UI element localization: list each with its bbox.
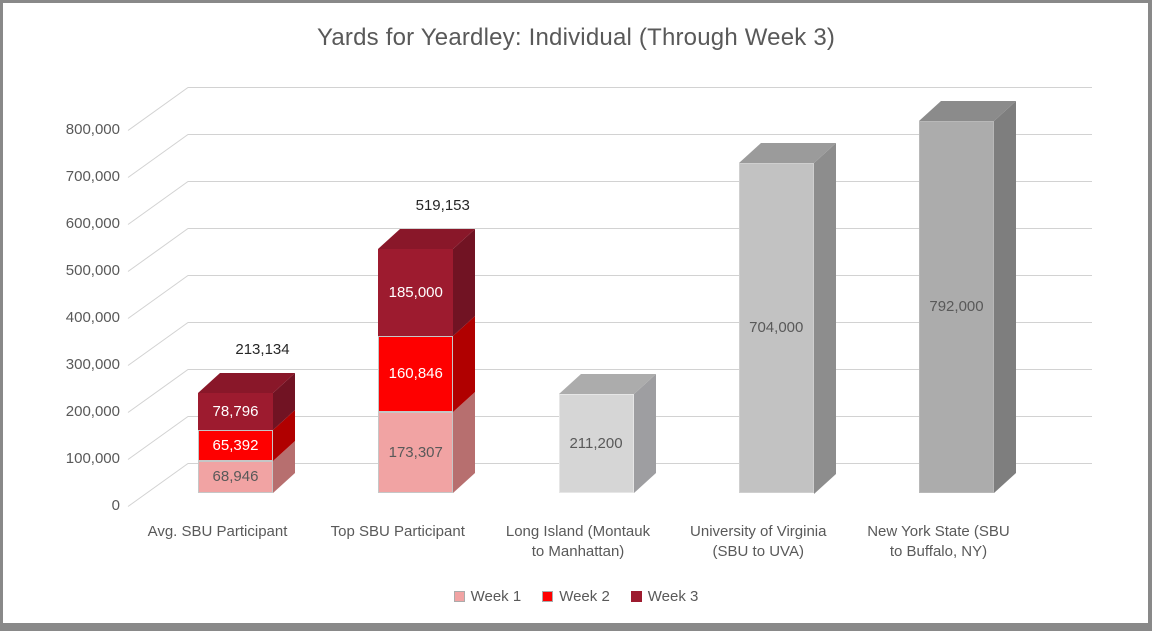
gridline-diagonal	[127, 369, 189, 413]
gridline-diagonal	[127, 134, 189, 178]
y-axis-tick-label: 500,000	[65, 262, 120, 279]
y-axis-tick-label: 200,000	[65, 403, 120, 420]
category-axis-label: Long Island (Montauk to Manhattan)	[468, 522, 688, 562]
chart-title: Yards for Yeardley: Individual (Through …	[316, 24, 836, 51]
category-axis-label-line: to Manhattan)	[531, 543, 625, 560]
y-axis-tick-label: 800,000	[65, 121, 120, 138]
category-axis-label: University of Virginia (SBU to UVA)	[648, 522, 868, 562]
legend-swatch-icon	[453, 590, 465, 602]
segment-value-label: 173,307	[388, 443, 443, 461]
category-axis-label-line: (SBU to UVA)	[712, 543, 804, 560]
segment-value-label: 704,000	[749, 319, 804, 337]
bar-front-face	[558, 394, 634, 494]
gridline-diagonal	[127, 228, 189, 272]
gridline	[188, 369, 1092, 370]
y-axis-tick-label: 600,000	[65, 215, 120, 232]
gridline	[188, 275, 1092, 276]
gridline-diagonal	[127, 322, 189, 366]
gridline-diagonal	[127, 463, 189, 507]
segment-value-label: 78,796	[212, 402, 259, 420]
segment-value-label: 211,200	[569, 434, 623, 452]
gridline	[188, 181, 1092, 182]
gridline	[188, 228, 1092, 229]
category-axis-label-line: New York State (SBU	[867, 523, 1010, 540]
category-axis-label-line: University of Virginia	[690, 523, 827, 540]
legend-item-week-2: Week 2	[542, 588, 610, 605]
segment-value-label: 792,000	[929, 298, 984, 316]
gridline	[188, 134, 1092, 135]
bar-total-label: 213,134	[235, 341, 290, 359]
bar-front-face	[378, 412, 454, 494]
y-axis-tick-label: 100,000	[65, 450, 120, 467]
bar-side-face	[994, 101, 1016, 494]
bar-front-face	[198, 393, 273, 431]
gridline-diagonal	[127, 87, 189, 131]
bar-front-face	[378, 336, 454, 413]
legend: Week 1 Week 2 Week 3	[0, 584, 1152, 608]
category-axis-label-line: Top SBU Participant	[330, 523, 465, 540]
y-axis-tick-label: 700,000	[65, 168, 120, 185]
segment-value-label: 65,392	[212, 436, 259, 454]
bar-front-face	[198, 430, 273, 462]
gridline-diagonal	[127, 275, 189, 319]
bar-side-face	[633, 374, 656, 494]
y-axis-tick-label: 300,000	[65, 356, 120, 373]
legend-item-week-1: Week 1	[453, 587, 522, 605]
bar-total-label: 519,153	[415, 197, 470, 215]
gridline-diagonal	[127, 181, 189, 225]
category-axis-label-line: Avg. SBU Participant	[147, 523, 288, 540]
segment-value-label: 68,946	[212, 468, 259, 486]
legend-label: Week 1	[470, 587, 522, 605]
bar-front-face	[919, 121, 994, 494]
legend-swatch-icon	[630, 590, 642, 602]
category-axis-label-line: Long Island (Montauk	[505, 523, 651, 540]
y-axis-tick-label: 0	[111, 497, 120, 514]
legend-label: Week 2	[559, 587, 610, 605]
legend-label: Week 3	[647, 587, 699, 605]
segment-value-label: 160,846	[388, 365, 443, 383]
bar-front-face	[738, 162, 814, 494]
y-axis-tick-label: 400,000	[65, 309, 120, 326]
category-axis-label: Top SBU Participant	[288, 522, 508, 542]
legend-item-week-3: Week 3	[630, 587, 699, 605]
category-axis-label: New York State (SBU to Buffalo, NY)	[829, 522, 1049, 562]
gridline	[188, 322, 1092, 323]
category-axis-label-line: to Buffalo, NY)	[889, 543, 988, 560]
legend-swatch-icon	[542, 590, 554, 602]
gridline	[188, 87, 1092, 88]
bar-front-face	[198, 461, 273, 494]
bar-front-face	[378, 249, 454, 337]
segment-value-label: 185,000	[388, 283, 443, 301]
bar-side-face	[813, 142, 836, 494]
gridline-diagonal	[127, 416, 189, 460]
category-axis-label: Avg. SBU Participant	[108, 522, 328, 542]
